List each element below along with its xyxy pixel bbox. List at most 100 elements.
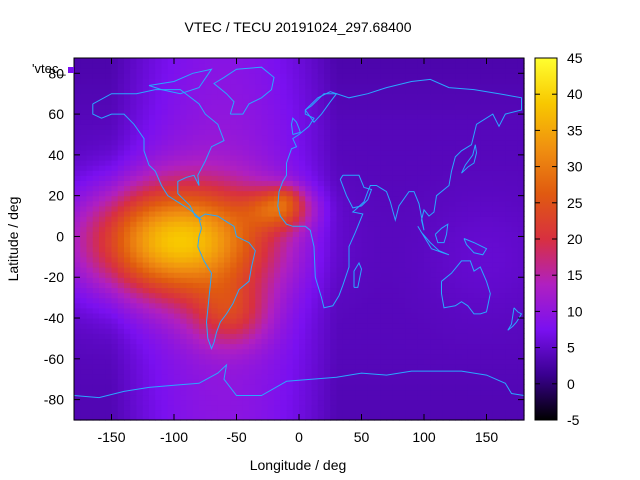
heatmap-cell — [480, 134, 488, 141]
heatmap-cell — [442, 267, 450, 273]
heatmap-cell — [155, 129, 163, 136]
heatmap-cell — [180, 73, 188, 79]
heatmap-cell — [161, 190, 169, 197]
heatmap-cell — [374, 175, 381, 181]
heatmap-cell — [455, 318, 463, 324]
heatmap-cell — [467, 210, 475, 217]
heatmap-cell — [124, 205, 131, 212]
heatmap-cell — [442, 129, 450, 136]
heatmap-cell — [399, 394, 406, 401]
heatmap-cell — [317, 414, 325, 421]
heatmap-cell — [217, 185, 225, 192]
heatmap-cell — [449, 78, 456, 85]
heatmap-cell — [424, 58, 431, 64]
heatmap-cell — [180, 114, 188, 120]
heatmap-cell — [355, 103, 363, 110]
heatmap-cell — [180, 399, 188, 406]
heatmap-cell — [86, 180, 94, 187]
heatmap-cell — [249, 170, 256, 176]
heatmap-cell — [130, 307, 138, 314]
heatmap-cell — [324, 394, 331, 401]
heatmap-cell — [330, 236, 338, 243]
heatmap-cell — [261, 302, 269, 309]
heatmap-cell — [255, 379, 263, 385]
heatmap-cell — [499, 236, 506, 243]
heatmap-cell — [274, 379, 281, 385]
heatmap-cell — [99, 88, 106, 95]
heatmap-cell — [436, 379, 444, 385]
heatmap-cell — [336, 210, 344, 217]
heatmap-cell — [424, 98, 431, 105]
heatmap-cell — [99, 98, 106, 105]
heatmap-cell — [486, 399, 494, 406]
heatmap-cell — [105, 216, 113, 222]
heatmap-cell — [261, 88, 269, 95]
heatmap-cell — [467, 114, 475, 120]
heatmap-cell — [180, 154, 188, 161]
heatmap-cell — [411, 236, 419, 243]
heatmap-cell — [205, 404, 213, 411]
heatmap-cell — [330, 358, 338, 365]
heatmap-cell — [86, 369, 94, 375]
heatmap-cell — [274, 139, 281, 146]
heatmap-cell — [380, 389, 388, 396]
heatmap-cell — [155, 323, 163, 329]
heatmap-cell — [392, 149, 400, 156]
heatmap-cell — [442, 394, 450, 401]
heatmap-cell — [117, 282, 125, 289]
heatmap-cell — [142, 363, 150, 370]
heatmap-cell — [430, 379, 438, 385]
heatmap-cell — [411, 261, 419, 268]
heatmap-cell — [136, 261, 144, 268]
heatmap-cell — [392, 103, 400, 110]
heatmap-cell — [455, 297, 463, 304]
heatmap-cell — [392, 180, 400, 187]
heatmap-cell — [361, 328, 369, 334]
heatmap-cell — [361, 149, 369, 156]
heatmap-cell — [292, 175, 300, 181]
heatmap-cell — [130, 394, 138, 401]
heatmap-cell — [124, 287, 131, 294]
heatmap-cell — [424, 389, 431, 396]
heatmap-cell — [280, 343, 288, 350]
heatmap-cell — [349, 307, 356, 314]
heatmap-cell — [380, 165, 388, 171]
heatmap-cell — [411, 338, 419, 345]
heatmap-cell — [367, 98, 375, 105]
heatmap-cell — [330, 180, 338, 187]
heatmap-cell — [442, 282, 450, 289]
heatmap-cell — [117, 251, 125, 258]
heatmap-cell — [299, 379, 306, 385]
heatmap-cell — [117, 241, 125, 248]
heatmap-cell — [92, 221, 100, 227]
heatmap-cell — [299, 231, 306, 238]
heatmap-cell — [255, 267, 263, 273]
heatmap-cell — [80, 103, 88, 110]
heatmap-cell — [80, 256, 88, 263]
heatmap-cell — [267, 348, 275, 355]
heatmap-cell — [455, 58, 463, 64]
heatmap-cell — [367, 256, 375, 263]
heatmap-cell — [424, 409, 431, 416]
heatmap-cell — [274, 394, 281, 401]
heatmap-cell — [224, 165, 231, 171]
heatmap-cell — [330, 221, 338, 227]
heatmap-cell — [317, 246, 325, 253]
heatmap-cell — [167, 114, 175, 120]
heatmap-cell — [167, 328, 175, 334]
heatmap-cell — [167, 338, 175, 345]
heatmap-cell — [417, 302, 425, 309]
heatmap-cell — [99, 297, 106, 304]
heatmap-cell — [380, 414, 388, 421]
heatmap-cell — [236, 374, 244, 380]
heatmap-cell — [180, 88, 188, 95]
heatmap-cell — [224, 328, 231, 334]
heatmap-cell — [392, 404, 400, 411]
heatmap-cell — [242, 88, 250, 95]
heatmap-cell — [492, 124, 500, 130]
heatmap-cell — [267, 159, 275, 166]
heatmap-cell — [230, 154, 238, 161]
heatmap-cell — [499, 139, 506, 146]
heatmap-cell — [186, 272, 194, 278]
